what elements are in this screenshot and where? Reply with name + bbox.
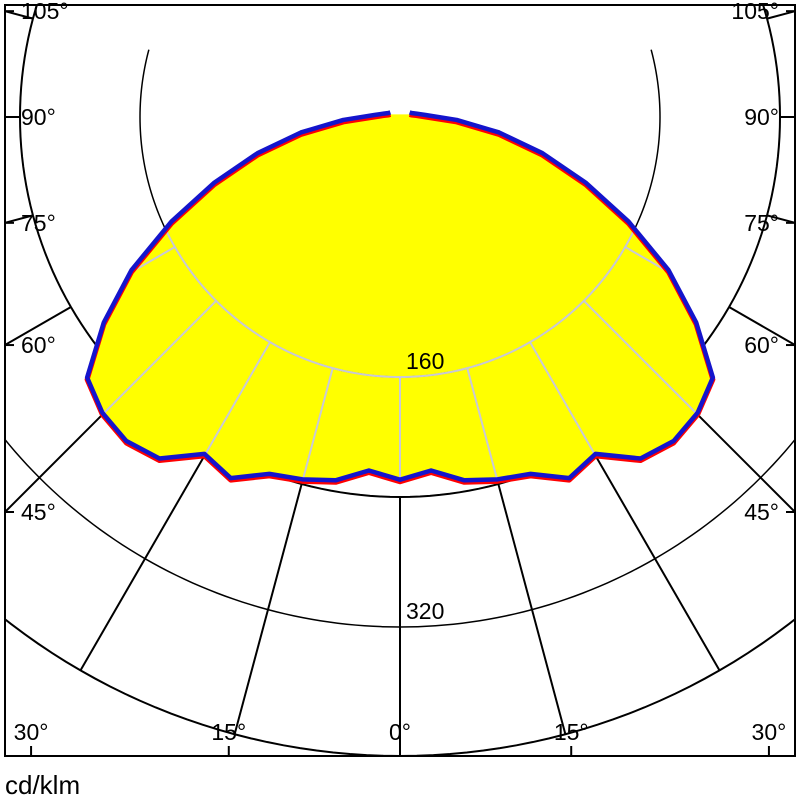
svg-text:15°: 15° [211,719,246,745]
svg-text:45°: 45° [744,499,779,525]
svg-text:320: 320 [406,598,444,624]
svg-text:105°: 105° [731,0,779,24]
svg-text:75°: 75° [21,210,56,236]
svg-text:0°: 0° [389,719,411,745]
svg-text:60°: 60° [744,332,779,358]
svg-text:30°: 30° [14,719,49,745]
svg-text:45°: 45° [21,499,56,525]
svg-text:75°: 75° [744,210,779,236]
svg-text:cd/klm: cd/klm [5,770,80,800]
svg-text:90°: 90° [21,104,56,130]
svg-text:60°: 60° [21,332,56,358]
svg-text:30°: 30° [752,719,787,745]
svg-text:160: 160 [406,348,444,374]
svg-text:90°: 90° [744,104,779,130]
svg-text:105°: 105° [21,0,69,24]
svg-text:15°: 15° [554,719,589,745]
